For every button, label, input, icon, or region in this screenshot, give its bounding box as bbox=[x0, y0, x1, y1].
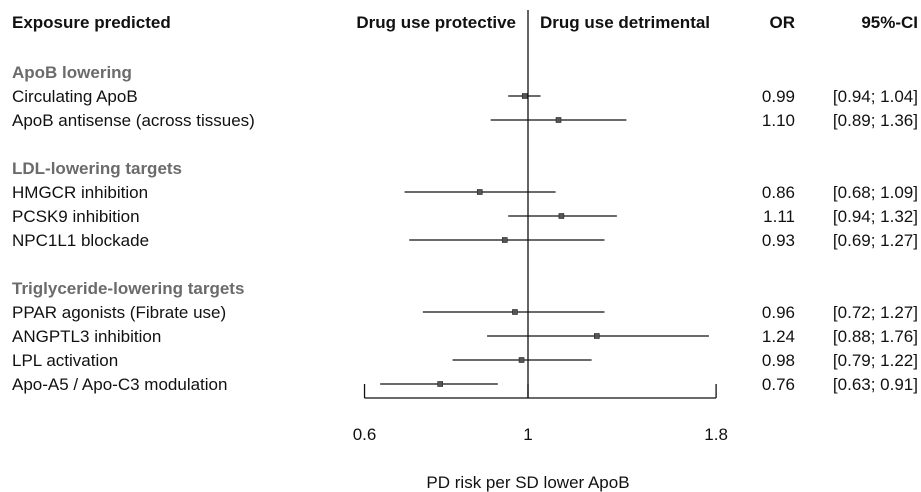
ci-value: [0.88; 1.76] bbox=[833, 327, 918, 346]
group-label: LDL-lowering targets bbox=[12, 159, 182, 178]
ci-value: [0.68; 1.09] bbox=[833, 183, 918, 202]
row-label: PCSK9 inhibition bbox=[12, 207, 140, 226]
point-estimate bbox=[512, 309, 518, 315]
x-tick-label: 0.6 bbox=[353, 425, 377, 444]
row-label: Apo-A5 / Apo-C3 modulation bbox=[12, 375, 227, 394]
row-label: PPAR agonists (Fibrate use) bbox=[12, 303, 226, 322]
x-tick-label: 1 bbox=[523, 425, 532, 444]
or-value: 0.93 bbox=[762, 231, 795, 250]
row-label: HMGCR inhibition bbox=[12, 183, 148, 202]
row-label: Circulating ApoB bbox=[12, 87, 138, 106]
or-value: 0.98 bbox=[762, 351, 795, 370]
header-drug-use-protective: Drug use protective bbox=[356, 13, 516, 32]
row-label: ANGPTL3 inhibition bbox=[12, 327, 161, 346]
ci-value: [0.89; 1.36] bbox=[833, 111, 918, 130]
ci-value: [0.63; 0.91] bbox=[833, 375, 918, 394]
point-estimate bbox=[437, 381, 443, 387]
point-estimate bbox=[555, 117, 562, 123]
or-value: 1.11 bbox=[763, 207, 795, 226]
ci-value: [0.69; 1.27] bbox=[833, 231, 918, 250]
or-value: 0.86 bbox=[762, 183, 795, 202]
row-label: ApoB antisense (across tissues) bbox=[12, 111, 255, 130]
or-value: 0.99 bbox=[762, 87, 795, 106]
row-label: LPL activation bbox=[12, 351, 118, 370]
group-label: Triglyceride-lowering targets bbox=[12, 279, 244, 298]
header-drug-use-detrimental: Drug use detrimental bbox=[540, 13, 710, 32]
or-value: 1.24 bbox=[762, 327, 795, 346]
point-estimate bbox=[594, 333, 600, 339]
rows-layer: ApoB lowering Circulating ApoB 0.99 [0.94; … bbox=[12, 63, 918, 394]
x-tick-label: 1.8 bbox=[704, 425, 728, 444]
point-estimate bbox=[518, 357, 525, 363]
ci-value: [0.94; 1.32] bbox=[833, 207, 918, 226]
row-label: NPC1L1 blockade bbox=[12, 231, 149, 250]
point-estimate bbox=[476, 189, 483, 195]
x-axis-label: PD risk per SD lower ApoB bbox=[426, 473, 629, 492]
ci-value: [0.72; 1.27] bbox=[833, 303, 918, 322]
point-estimate bbox=[501, 237, 508, 243]
ci-value: [0.79; 1.22] bbox=[833, 351, 918, 370]
header-or: OR bbox=[770, 13, 796, 32]
header-exposure: Exposure predicted bbox=[12, 13, 171, 32]
or-value: 0.76 bbox=[762, 375, 795, 394]
header-ci: 95%-CI bbox=[861, 13, 918, 32]
group-label: ApoB lowering bbox=[12, 63, 132, 82]
x-axis: 0.6 1 1.8 bbox=[353, 384, 728, 444]
or-value: 0.96 bbox=[762, 303, 795, 322]
ci-value: [0.94; 1.04] bbox=[833, 87, 918, 106]
point-estimate bbox=[558, 213, 565, 219]
point-estimate bbox=[521, 93, 528, 99]
or-value: 1.10 bbox=[762, 111, 795, 130]
